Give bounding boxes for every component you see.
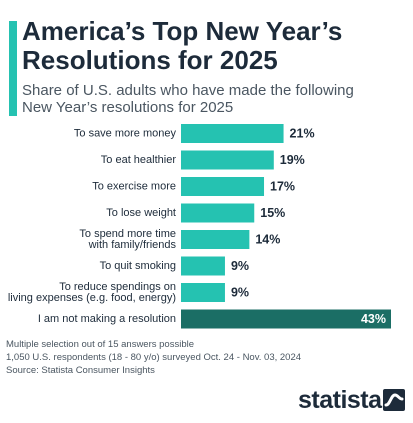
page-title: America’s Top New Year’s Resolutions for… — [22, 17, 407, 75]
statista-logo: statista — [298, 386, 382, 414]
bar-0 — [181, 124, 284, 143]
title-accent-bar — [9, 21, 17, 116]
value-label-6: 9% — [231, 286, 249, 300]
category-label-7-0: I am not making a resolution — [38, 313, 176, 325]
category-label-5-0: To quit smoking — [100, 260, 176, 272]
category-label-2-0: To exercise more — [92, 181, 176, 193]
statista-wave-icon — [383, 389, 405, 411]
subtitle-line-2: New Year’s resolutions for 2025 — [22, 99, 234, 116]
value-label-0: 21% — [290, 127, 315, 141]
bar-4 — [181, 230, 250, 249]
value-label-1: 19% — [280, 153, 305, 167]
category-label-6-1: living expenses (e.g. food, energy) — [8, 292, 176, 304]
value-label-5: 9% — [231, 259, 249, 273]
category-label-3-0: To lose weight — [106, 207, 176, 219]
bar-6 — [181, 283, 225, 302]
title-line-1: America’s Top New Year’s — [22, 16, 343, 46]
bar-1 — [181, 150, 274, 170]
bar-5 — [181, 256, 225, 276]
title-line-2: Resolutions for 2025 — [22, 45, 278, 75]
bar-7 — [181, 309, 391, 329]
category-label-0-0: To save more money — [74, 128, 177, 140]
category-label-4-1: with family/friends — [88, 239, 177, 251]
footnote-selection: Multiple selection out of 15 answers pos… — [6, 339, 194, 350]
category-label-4-0: To spend more time — [79, 228, 176, 240]
subtitle-line-1: Share of U.S. adults who have made the f… — [22, 82, 354, 99]
category-label-6-0: To reduce spendings on — [59, 281, 176, 293]
bar-3 — [181, 203, 255, 223]
resolutions-bar-chart: To save more money 21% To eat healthier 19%… — [8, 124, 391, 329]
page-subtitle: Share of U.S. adults who have made the f… — [22, 82, 407, 116]
value-label-7: 43% — [361, 312, 386, 326]
footnote-respondents: 1,050 U.S. respondents (18 - 80 y/o) sur… — [6, 352, 302, 363]
bar-2 — [181, 177, 265, 196]
value-label-4: 14% — [255, 233, 280, 247]
value-label-3: 15% — [260, 206, 285, 220]
footnote-source: Source: Statista Consumer Insights — [6, 365, 155, 376]
chart-footer: Multiple selection out of 15 answers pos… — [6, 338, 366, 377]
value-label-2: 17% — [270, 180, 295, 194]
category-label-1-0: To eat healthier — [101, 154, 177, 166]
